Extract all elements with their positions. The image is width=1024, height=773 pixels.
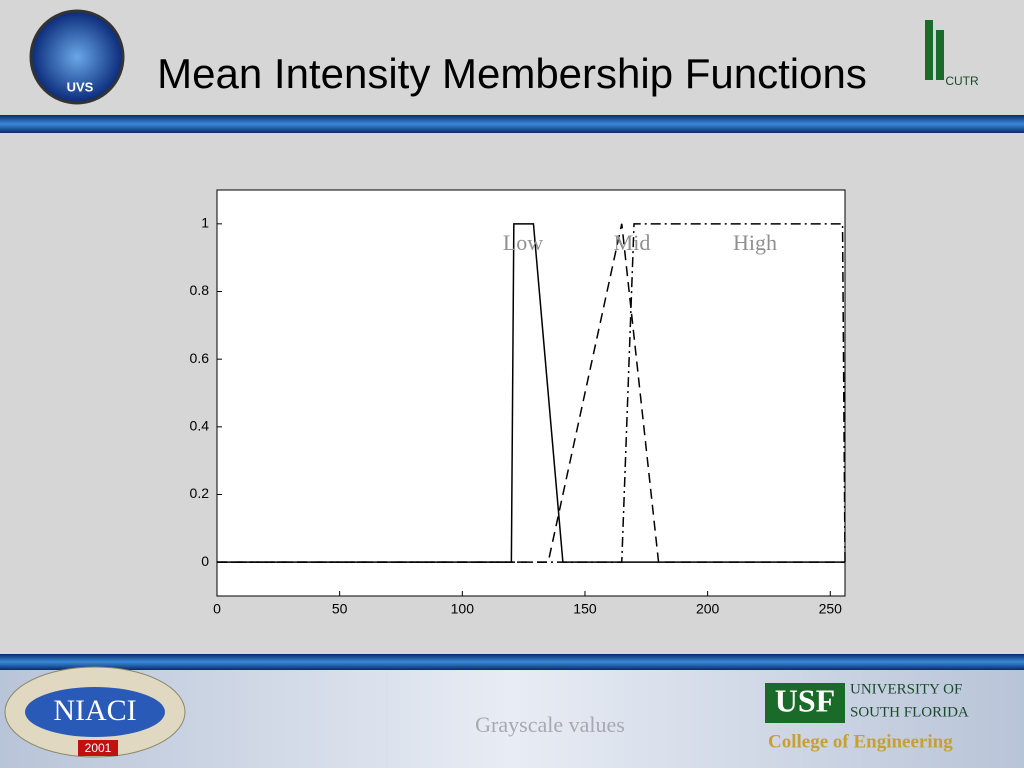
y-tick-label: 0.4 [190, 418, 210, 434]
niaci-year-box [78, 740, 118, 756]
cutr-logo [936, 30, 944, 80]
header-band [0, 115, 1024, 133]
usf-logo [765, 683, 845, 723]
university-line: UNIVERSITY OF [850, 681, 962, 697]
y-tick-label: 0 [201, 553, 209, 569]
y-tick-label: 0.6 [190, 350, 210, 366]
y-tick-label: 0.2 [190, 485, 210, 501]
niaci-year: 2001 [85, 741, 112, 755]
x-tick-label: 0 [213, 601, 221, 617]
series-line [217, 223, 845, 563]
niaci-text: NIACI [53, 694, 136, 727]
series-line [217, 223, 846, 563]
x-tick-label: 250 [819, 601, 843, 617]
x-axis-label: Grayscale values [475, 712, 625, 737]
plot-area [216, 189, 846, 597]
university-line: SOUTH FLORIDA [850, 704, 969, 720]
chart-title: Mean Intensity Membership Functions [157, 50, 867, 97]
cutr-text: CUTR [945, 74, 979, 88]
footer-band [0, 654, 1024, 670]
x-tick-label: 150 [573, 601, 597, 617]
x-tick-label: 50 [332, 601, 348, 617]
y-tick-label: 1 [201, 215, 209, 231]
college-text: College of Engineering [768, 731, 953, 752]
cutr-logo [925, 20, 933, 80]
uvs-text: UVS [67, 79, 94, 94]
niaci-logo [25, 687, 165, 737]
x-tick-label: 200 [696, 601, 720, 617]
uvs-logo [29, 9, 125, 105]
x-tick-label: 100 [451, 601, 475, 617]
usf-text: USF [775, 682, 835, 718]
series-name: Low [503, 230, 543, 255]
series-name: Mid [614, 230, 651, 255]
y-tick-label: 0.8 [190, 282, 210, 298]
series-name: High [733, 230, 777, 255]
